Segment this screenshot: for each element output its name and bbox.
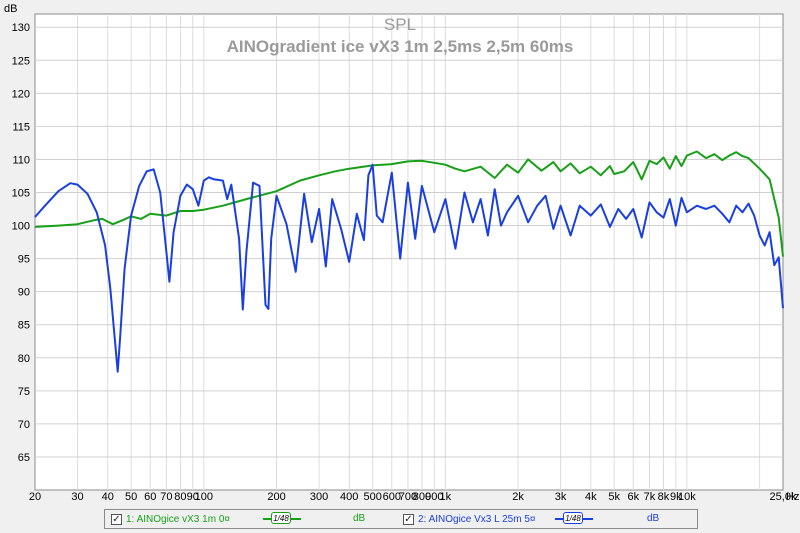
x-tick-label: 700 [399,491,417,503]
x-unit-label: Hz [786,491,799,503]
x-tick-label: 7k [644,491,656,503]
x-tick-label: 70 [160,491,172,503]
x-tick-label: 5k [608,491,620,503]
legend-item-1-unit: dB [353,513,366,524]
y-tick-label: 90 [18,287,30,299]
legend-item-1-smoothing[interactable]: 1/48 [263,511,301,525]
y-tick-label: 70 [18,419,30,431]
grid-lines [35,14,783,490]
y-tick-label: 110 [12,154,30,166]
series-line-1 [34,150,784,257]
y-tick-label: 105 [12,188,30,200]
x-tick-label: 1k [440,491,452,503]
chart-subtitle: AINOgradient ice vX3 1m 2,5ms 2,5m 60ms [227,37,574,56]
x-tick-label: 40 [102,491,114,503]
legend-item-2-smoothing[interactable]: 1/48 [555,511,593,525]
x-tick-label: 60 [144,491,156,503]
x-tick-label: 8k [658,491,670,503]
series-lines [34,150,784,373]
x-tick-label: 500 [363,491,381,503]
x-tick-label: 9k [670,491,682,503]
x-tick-label: 100 [195,491,213,503]
x-tick-label: 400 [340,491,358,503]
legend-item-1-smoothing-value: 1/48 [271,512,291,524]
legend-item-1-label: 1: AINOgice vX3 1m 0¤ [126,513,230,525]
x-tick-label: 80 [174,491,186,503]
legend-item-2-unit: dB [647,513,660,524]
y-tick-label: 75 [18,386,30,398]
legend-item-2-checkbox[interactable]: ✓ [403,513,414,525]
x-tick-label: 300 [310,491,328,503]
y-tick-label: 130 [12,22,30,34]
series-line-2 [34,163,784,373]
plot-background [34,13,784,491]
x-tick-label: 10k [678,491,696,503]
y-tick-label: 100 [12,221,30,233]
x-tick-label: 900 [425,491,443,503]
legend-item-2[interactable]: ✓ 2: AINOgice Vx3 L 25m 5¤ [403,512,535,526]
x-tick-label: 3k [555,491,567,503]
x-tick-label: 50 [125,491,137,503]
y-tick-label: 120 [12,88,30,100]
x-tick-label: 20 [29,491,41,503]
legend-item-2-smoothing-value: 1/48 [563,512,583,524]
x-tick-label: 25,0k [770,491,797,503]
legend-item-1-checkbox[interactable]: ✓ [111,513,122,525]
legend-item-2-label: 2: AINOgice Vx3 L 25m 5¤ [418,513,536,525]
y-tick-label: 85 [18,320,30,332]
x-tick-label: 6k [627,491,639,503]
x-tick-label: 30 [71,491,83,503]
y-tick-labels: 65 70 75 80 85 90 95 100 105 110 115 120 125 130 [12,22,30,464]
legend-bar: ✓ 1: AINOgice vX3 1m 0¤ 1/48 dB ✓ 2: AIN… [104,509,698,529]
x-tick-label: 800 [413,491,431,503]
x-tick-label: 200 [267,491,285,503]
x-tick-label: 2k [512,491,524,503]
y-tick-label: 80 [18,353,30,365]
y-unit-label: dB [4,3,17,15]
y-tick-label: 95 [18,254,30,266]
chart-title: SPL [384,15,416,34]
x-tick-label: 4k [585,491,597,503]
y-tick-label: 65 [18,452,30,464]
y-tick-label: 115 [12,121,30,133]
legend-item-1[interactable]: ✓ 1: AINOgice vX3 1m 0¤ [111,512,230,526]
x-tick-label: 90 [187,491,199,503]
spl-chart: 65 70 75 80 85 90 95 100 105 110 115 120 125 130 20 30… [4,3,799,503]
x-tick-label: 600 [383,491,401,503]
y-tick-label: 125 [12,55,30,67]
